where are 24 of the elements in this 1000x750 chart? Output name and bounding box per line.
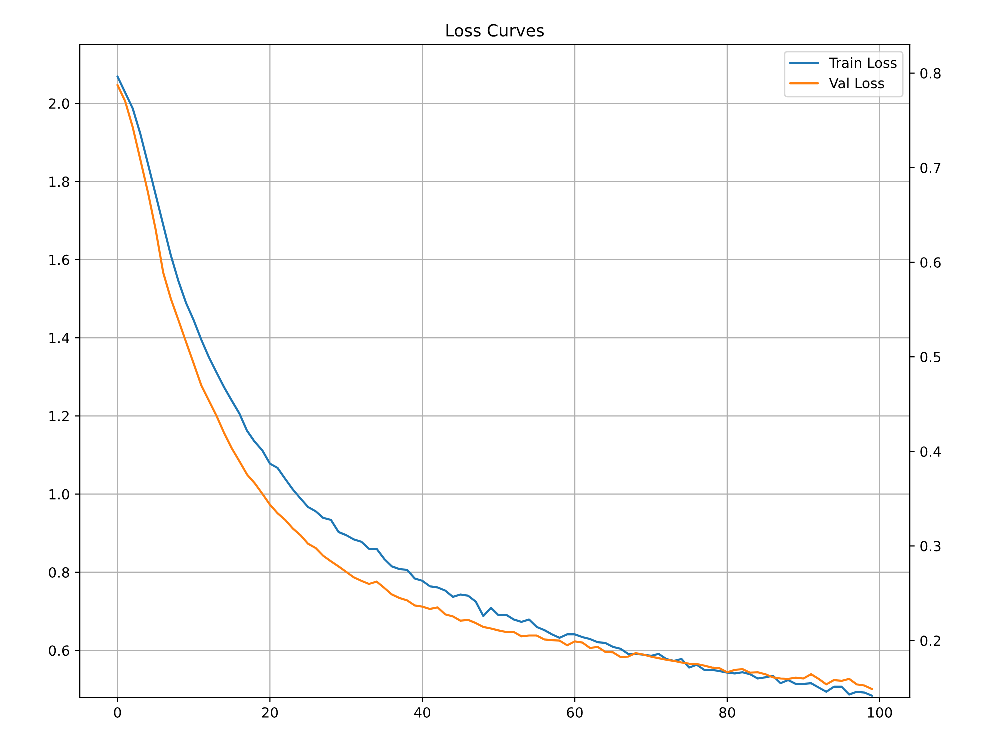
y-tick-label: 1.8 xyxy=(50,176,70,188)
chart-title: Loss Curves xyxy=(446,24,544,37)
y2-tick-label: 0.8 xyxy=(920,68,941,79)
x-tick-label: 0 xyxy=(114,707,122,718)
y-tick-label: 0.6 xyxy=(49,646,70,656)
legend-label: Train Loss xyxy=(829,58,897,68)
y-tick-label: 1.4 xyxy=(50,333,70,344)
y2-tick-label: 0.4 xyxy=(920,446,942,458)
y-tick-label: 1.2 xyxy=(50,411,69,422)
x-tick-label: 80 xyxy=(720,707,736,718)
y2-tick-label: 0.6 xyxy=(920,257,941,268)
x-tick-label: 20 xyxy=(262,707,278,718)
y2-tick-label: 0.7 xyxy=(920,162,941,174)
x-tick-label: 100 xyxy=(868,707,892,718)
y-tick-label: 1.6 xyxy=(50,254,70,266)
y-tick-label: 0.8 xyxy=(49,567,70,578)
y2-tick-label: 0.2 xyxy=(920,636,940,646)
legend-label: Val Loss xyxy=(829,78,884,89)
y2-tick-label: 0.5 xyxy=(920,352,941,363)
y-tick-label: 1.0 xyxy=(50,489,70,500)
y2-tick-label: 0.3 xyxy=(920,541,941,552)
x-tick-label: 60 xyxy=(567,707,583,718)
x-tick-label: 40 xyxy=(414,707,431,718)
y-tick-label: 2.0 xyxy=(49,98,70,110)
